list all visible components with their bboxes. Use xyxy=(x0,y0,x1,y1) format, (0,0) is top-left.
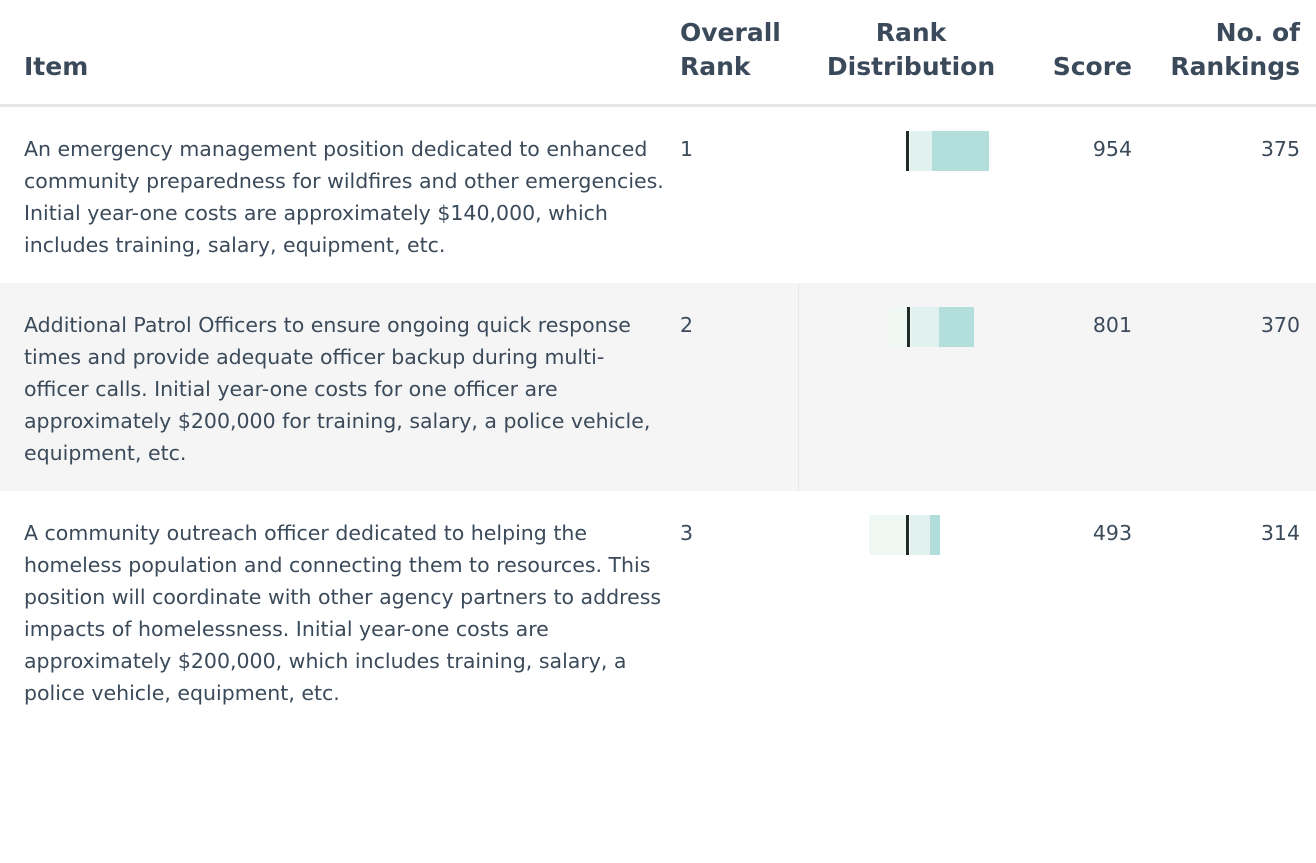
table-row: An emergency management position dedicat… xyxy=(0,106,1316,284)
distribution-segment xyxy=(910,131,932,171)
header-text: Rankings xyxy=(1170,52,1300,81)
distribution-cell xyxy=(798,106,1024,284)
rankings-cell: 314 xyxy=(1260,521,1300,545)
rank-distribution xyxy=(806,131,1016,171)
rank-distribution xyxy=(807,307,1017,347)
item-cell: An emergency management position dedicat… xyxy=(24,137,664,257)
score-cell: 954 xyxy=(1092,137,1132,161)
distribution-segment xyxy=(910,307,939,347)
column-header: Rank Distribution xyxy=(798,0,1024,107)
table-body: An emergency management position dedicat… xyxy=(0,106,1316,732)
zero-line xyxy=(906,307,910,347)
rankings-cell: 370 xyxy=(1140,283,1316,491)
header-text: Distribution xyxy=(826,52,996,81)
rank-distribution xyxy=(806,515,1016,555)
rank-cell: 3 xyxy=(680,521,694,545)
score-cell: 493 xyxy=(1092,521,1132,545)
zero-line xyxy=(906,131,909,171)
item-cell: A community outreach officer dedicated t… xyxy=(24,521,662,705)
distribution-segment xyxy=(869,515,906,555)
distribution-cell xyxy=(797,283,1024,491)
header-text: Item xyxy=(24,52,89,81)
table-row: A community outreach officer dedicated t… xyxy=(0,491,1316,731)
header-text: Rank xyxy=(680,52,751,81)
header-text: Score xyxy=(1052,52,1132,81)
column-header: Score xyxy=(1024,0,1140,107)
item-cell: Additional Patrol Officers to ensure ong… xyxy=(0,283,672,491)
score-cell: 801 xyxy=(1024,283,1140,491)
table-row: Additional Patrol Officers to ensure ong… xyxy=(0,283,1316,491)
distribution-segment xyxy=(888,307,907,347)
rank-cell: 1 xyxy=(680,137,694,161)
rank-cell: 2 xyxy=(672,283,798,491)
zero-line xyxy=(906,515,909,555)
distribution-segment xyxy=(930,515,940,555)
distribution-segment xyxy=(938,307,974,347)
column-header: Overall Rank xyxy=(672,0,798,107)
column-header: No. of Rankings xyxy=(1140,0,1316,107)
ranking-table: Item Overall Rank Rank Distribution Score No. … xyxy=(0,0,1316,732)
header-text: Overall xyxy=(680,18,781,47)
distribution-cell xyxy=(798,491,1024,731)
header-row: Item Overall Rank Rank Distribution Score No. … xyxy=(0,0,1316,107)
column-header: Item xyxy=(0,0,672,107)
header-text: No. of xyxy=(1215,18,1300,47)
header-text: Rank xyxy=(875,18,947,47)
rankings-cell: 375 xyxy=(1260,137,1300,161)
distribution-segment xyxy=(932,131,989,171)
distribution-segment xyxy=(910,515,930,555)
